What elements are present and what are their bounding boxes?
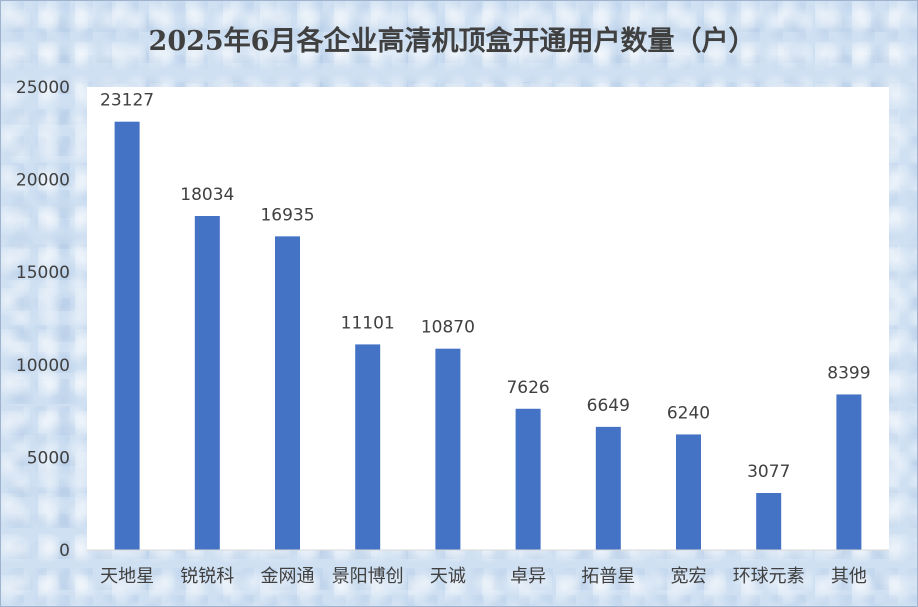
y-axis: 0 5000 10000 15000 20000 25000 xyxy=(16,78,70,561)
data-label: 10870 xyxy=(421,318,475,338)
bar-10 xyxy=(836,394,862,550)
y-tick-label: 15000 xyxy=(16,263,70,283)
data-label: 7626 xyxy=(506,378,549,398)
x-tick-label: 环球元素 xyxy=(733,566,805,587)
y-tick-label: 10000 xyxy=(16,356,70,376)
data-label: 8399 xyxy=(827,363,870,383)
x-tick-label: 锐锐科 xyxy=(180,566,234,587)
bar-8 xyxy=(676,434,701,550)
x-tick-label: 宽宏 xyxy=(671,566,707,587)
x-tick-label: 金网通 xyxy=(261,566,315,587)
data-label: 6649 xyxy=(587,396,630,416)
plot-area xyxy=(87,87,889,550)
x-tick-label: 景阳博创 xyxy=(332,566,404,587)
data-label: 23127 xyxy=(100,91,154,111)
data-label: 16935 xyxy=(260,205,314,225)
y-tick-label: 0 xyxy=(59,541,70,561)
data-label: 6240 xyxy=(667,403,710,423)
bar-5 xyxy=(435,348,461,550)
y-tick-label: 25000 xyxy=(16,78,70,98)
y-tick-label: 5000 xyxy=(27,448,70,468)
x-tick-label: 拓普星 xyxy=(581,566,635,587)
bar-6 xyxy=(515,408,541,550)
chart-title: 2025年6月各企业高清机顶盒开通用户数量（户） xyxy=(149,25,756,57)
bar-2 xyxy=(194,216,220,550)
bar-3 xyxy=(275,236,300,550)
x-tick-label: 天诚 xyxy=(430,566,466,587)
x-axis: 天地星 锐锐科 金网通 景阳博创 天诚 卓异 拓普星 宽宏 环球元素 其他 xyxy=(87,549,889,587)
x-tick-label: 其他 xyxy=(831,566,867,587)
bar-7 xyxy=(595,426,621,550)
bar-4 xyxy=(355,344,381,550)
data-label: 11101 xyxy=(341,313,395,333)
bar-1 xyxy=(114,121,140,550)
bar-9 xyxy=(756,493,782,550)
data-label: 3077 xyxy=(747,462,790,482)
y-tick-label: 20000 xyxy=(16,171,70,191)
data-label: 18034 xyxy=(180,185,234,205)
data-labels: 23127 18034 16935 11101 10870 7626 6649 6240 307… xyxy=(100,91,870,482)
x-tick-label: 卓异 xyxy=(510,566,546,587)
bars xyxy=(114,121,862,550)
x-tick-label: 天地星 xyxy=(100,566,154,587)
